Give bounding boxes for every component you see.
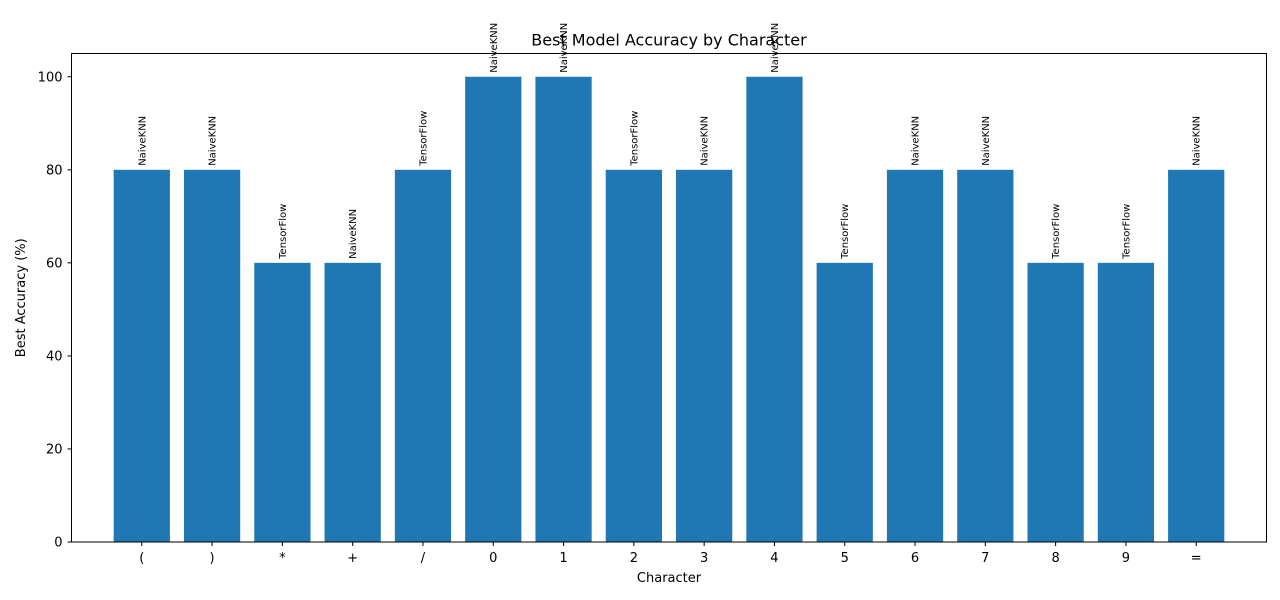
x-tick-label-9: 4 [770, 551, 778, 566]
x-tick-label-14: 9 [1122, 551, 1130, 566]
bar-6 [535, 76, 592, 542]
bar-10 [816, 262, 873, 542]
x-axis-ticks: () * + / 0 1 2 3 4 5 6 7 8 9 = [139, 542, 1202, 566]
bar-9 [746, 76, 803, 542]
x-axis-label: Character [637, 571, 702, 586]
bar-model-label-6: NaiveKNN [559, 23, 570, 73]
bar-4 [394, 169, 452, 543]
bar-model-label-14: TensorFlow [1121, 204, 1132, 260]
y-tick-label-1: 20 [46, 442, 63, 457]
bar-model-label-10: TensorFlow [840, 204, 851, 260]
bar-15 [1168, 169, 1225, 543]
bar-7 [605, 169, 662, 543]
bar-model-label-13: TensorFlow [1051, 204, 1062, 260]
bar-0 [113, 169, 170, 543]
x-tick-label-1: ) [210, 551, 215, 566]
x-tick-label-8: 3 [700, 551, 708, 566]
x-tick-label-3: + [347, 551, 358, 566]
bar-model-label-3: NaiveKNN [348, 209, 359, 259]
x-tick-label-5: 0 [489, 551, 497, 566]
bar-model-label-15: NaiveKNN [1192, 116, 1203, 166]
y-tick-label-2: 40 [46, 349, 63, 364]
bar-model-label-2: TensorFlow [278, 204, 289, 260]
y-axis-label: Best Accuracy (%) [14, 238, 29, 357]
bar-3 [324, 262, 381, 542]
bar-8 [676, 169, 733, 543]
bars-group [113, 76, 1225, 543]
x-tick-label-6: 1 [559, 551, 567, 566]
bar-11 [886, 169, 944, 543]
bar-model-label-12: NaiveKNN [981, 116, 992, 166]
bar-model-label-9: NaiveKNN [770, 23, 781, 73]
y-tick-label-3: 60 [46, 256, 63, 271]
x-tick-label-13: 8 [1051, 551, 1059, 566]
bar-14 [1097, 262, 1155, 542]
bar-model-label-0: NaiveKNN [137, 116, 148, 166]
bar-5 [465, 76, 522, 542]
bar-labels-group: NaiveKNN NaiveKNN TensorFlow NaiveKNN Tensor… [137, 23, 1202, 260]
bar-model-label-5: NaiveKNN [489, 23, 500, 73]
bar-13 [1027, 262, 1084, 542]
y-axis-ticks: 0 20 40 60 80 100 [38, 70, 72, 551]
chart-title: Best Model Accuracy by Character [531, 31, 807, 50]
bar-2 [254, 262, 311, 542]
x-tick-label-12: 7 [981, 551, 989, 566]
bar-model-label-7: TensorFlow [629, 111, 640, 167]
x-tick-label-2: * [279, 551, 286, 566]
bar-model-label-4: TensorFlow [418, 111, 429, 167]
x-tick-label-4: / [421, 551, 426, 566]
x-tick-label-15: = [1191, 551, 1202, 566]
bar-model-label-8: NaiveKNN [700, 116, 711, 166]
y-tick-label-5: 100 [38, 70, 63, 85]
x-tick-label-10: 5 [841, 551, 849, 566]
plot-frame [71, 53, 1267, 543]
bar-model-label-1: NaiveKNN [208, 116, 219, 166]
x-tick-label-7: 2 [630, 551, 638, 566]
bar-1 [183, 169, 241, 543]
bar-model-label-11: NaiveKNN [911, 116, 922, 166]
x-tick-label-11: 6 [911, 551, 919, 566]
y-tick-label-4: 80 [46, 163, 63, 178]
y-tick-label-0: 0 [54, 536, 62, 551]
x-tick-label-0: ( [139, 551, 144, 566]
bar-12 [957, 169, 1014, 543]
